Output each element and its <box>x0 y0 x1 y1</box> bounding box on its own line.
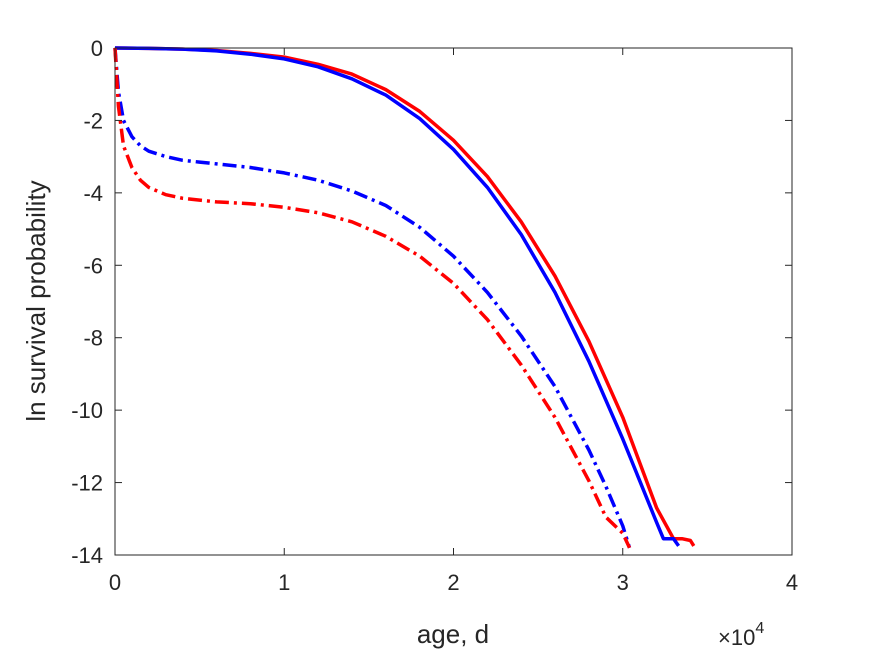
y-tick-label: -12 <box>71 471 103 496</box>
tick-label-layer: 0 1 2 3 4 0 -2 -4 -6 -8 -10 -12 -14 <box>71 36 798 595</box>
plot-area <box>115 48 792 555</box>
y-tick-label: -2 <box>83 108 103 133</box>
tick-layer <box>114 47 793 556</box>
x-axis-label: age, d <box>417 619 489 649</box>
series-line-3 <box>113 47 632 549</box>
y-tick-label: 0 <box>91 36 103 61</box>
x-axis-exponent-label: ×104 <box>718 620 764 650</box>
series-layer <box>113 46 696 549</box>
x-tick-label: 0 <box>109 570 121 595</box>
x-tick-label: 4 <box>786 570 798 595</box>
y-tick-label: -6 <box>83 253 103 278</box>
x-tick-label: 1 <box>278 570 290 595</box>
y-axis-label: ln survival probability <box>21 180 51 421</box>
exponent-multiplier: × <box>718 625 731 650</box>
exponent-base: 10 <box>731 625 755 650</box>
y-tick-label: -14 <box>71 543 103 568</box>
y-tick-label: -4 <box>83 181 103 206</box>
series-line-2 <box>114 46 681 547</box>
x-tick-label: 3 <box>617 570 629 595</box>
exponent-power: 4 <box>755 620 764 637</box>
y-tick-label: -10 <box>71 398 103 423</box>
series-line-4 <box>113 47 632 549</box>
y-tick-label: -8 <box>83 326 103 351</box>
x-tick-label: 2 <box>447 570 459 595</box>
